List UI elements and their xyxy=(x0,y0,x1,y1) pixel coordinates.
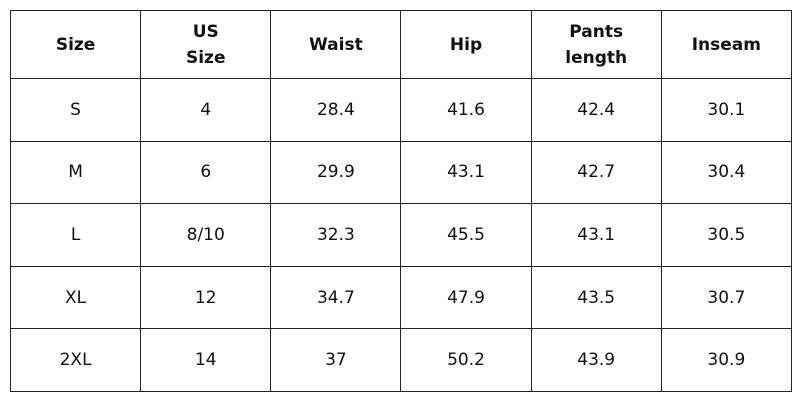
cell-text: 42.4 xyxy=(577,99,616,120)
cell-text: 42.7 xyxy=(577,162,616,183)
cell-text: 30.5 xyxy=(707,224,746,245)
header-text: Size xyxy=(55,34,96,55)
table-row: L 8/10 32.3 45.5 43.1 30.5 xyxy=(9,203,792,267)
header-text: Waist xyxy=(309,34,363,55)
table-cell: 43.1 xyxy=(530,203,662,267)
header-text: Inseam xyxy=(691,34,761,55)
table-cell: 45.5 xyxy=(400,203,532,267)
cell-text: 43.1 xyxy=(447,162,485,183)
cell-text: 14 xyxy=(194,350,217,371)
table-cell: 42.4 xyxy=(530,78,662,142)
cell-text: 30.1 xyxy=(707,99,746,120)
cell-text: 4 xyxy=(200,99,212,120)
cell-text: 43.1 xyxy=(577,224,616,245)
table-cell: 30.5 xyxy=(660,203,792,267)
cell-text: 29.9 xyxy=(316,162,355,183)
header-text: Pants length xyxy=(565,21,628,68)
table-row: XL 12 34.7 47.9 43.5 30.7 xyxy=(9,265,792,330)
table-cell: 47.9 xyxy=(400,265,532,330)
header-row: Size US Size Waist Hip Pants length Inseam xyxy=(9,10,792,79)
table-cell: 42.7 xyxy=(530,140,662,205)
cell-text: 6 xyxy=(200,162,212,183)
table-cell: 41.6 xyxy=(400,78,532,142)
table-cell: 6 xyxy=(140,140,272,205)
cell-text: 28.4 xyxy=(316,99,355,120)
cell-text: S xyxy=(70,99,81,120)
table-cell: 4 xyxy=(140,78,272,142)
table-cell: 32.3 xyxy=(270,203,402,267)
table-cell: XL xyxy=(9,265,142,330)
table-cell: 50.2 xyxy=(400,328,532,392)
table-cell: 8/10 xyxy=(140,203,272,267)
header-cell: Waist xyxy=(270,10,402,79)
cell-text: 2XL xyxy=(59,350,92,371)
table-row: M 6 29.9 43.1 42.7 30.4 xyxy=(9,140,792,205)
table-row: S 4 28.4 41.6 42.4 30.1 xyxy=(9,78,792,142)
cell-text: 43.9 xyxy=(577,350,616,371)
table-cell: 34.7 xyxy=(270,265,402,330)
table-body: S 4 28.4 41.6 42.4 30.1 M 6 29.9 43.1 42.7 30.4 L 8/1… xyxy=(9,78,792,392)
cell-text: 34.7 xyxy=(316,287,355,308)
cell-text: 30.4 xyxy=(707,162,746,183)
cell-text: 30.9 xyxy=(707,350,746,371)
table-cell: S xyxy=(9,78,142,142)
header-cell: Inseam xyxy=(660,10,792,79)
cell-text: 43.5 xyxy=(577,287,616,308)
table-cell: 43.9 xyxy=(530,328,662,392)
table-row: 2XL 14 37 50.2 43.9 30.9 xyxy=(9,328,792,392)
table-cell: 43.1 xyxy=(400,140,532,205)
table-cell: 30.4 xyxy=(660,140,792,205)
header-text: US Size xyxy=(185,21,226,68)
table-cell: 30.7 xyxy=(660,265,792,330)
cell-text: XL xyxy=(65,287,87,308)
table-cell: 28.4 xyxy=(270,78,402,142)
table-cell: 12 xyxy=(140,265,272,330)
cell-text: 8/10 xyxy=(186,224,225,245)
table-cell: 30.1 xyxy=(660,78,792,142)
cell-text: 12 xyxy=(194,287,217,308)
table-cell: L xyxy=(9,203,142,267)
table-cell: 30.9 xyxy=(660,328,792,392)
cell-text: 32.3 xyxy=(316,224,355,245)
table-cell: 14 xyxy=(140,328,272,392)
cell-text: 47.9 xyxy=(447,287,485,308)
cell-text: 37 xyxy=(325,350,347,371)
table-header: Size US Size Waist Hip Pants length Inseam xyxy=(9,10,792,79)
header-cell: Pants length xyxy=(530,10,662,79)
table-cell: 2XL xyxy=(9,328,142,392)
table-cell: 37 xyxy=(270,328,402,392)
size-chart: Size US Size Waist Hip Pants length Inseam S 4… xyxy=(9,10,792,392)
header-cell: Size xyxy=(9,10,142,79)
table-cell: 29.9 xyxy=(270,140,402,205)
cell-text: 30.7 xyxy=(707,287,746,308)
cell-text: 50.2 xyxy=(447,350,485,371)
table-cell: 43.5 xyxy=(530,265,662,330)
cell-text: L xyxy=(70,224,81,245)
header-cell: US Size xyxy=(140,10,272,79)
table-cell: M xyxy=(9,140,142,205)
cell-text: 41.6 xyxy=(447,99,485,120)
cell-text: 45.5 xyxy=(447,224,485,245)
header-cell: Hip xyxy=(400,10,532,79)
header-text: Hip xyxy=(449,34,483,55)
size-table: Size US Size Waist Hip Pants length Inseam S 4… xyxy=(9,10,792,392)
cell-text: M xyxy=(68,162,83,183)
